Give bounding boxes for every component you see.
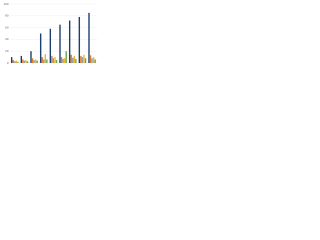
- bar: [51, 55, 53, 63]
- bar: [26, 61, 29, 63]
- bar: [55, 60, 58, 63]
- bar: [12, 60, 14, 63]
- bar: [17, 61, 19, 63]
- bar: [68, 20, 71, 63]
- bar: [46, 59, 48, 63]
- bar: [36, 60, 38, 63]
- bar: [75, 58, 77, 63]
- bar: [30, 51, 32, 63]
- y-tick-label: 80: [5, 14, 9, 18]
- y-tick-label: 100: [3, 2, 8, 6]
- bar: [94, 59, 96, 63]
- bar: [49, 28, 52, 64]
- bar: [89, 55, 92, 63]
- bar: [15, 60, 17, 63]
- bar: [70, 54, 72, 63]
- bar: [39, 33, 42, 63]
- bar: [80, 55, 82, 63]
- y-tick-label: 60: [5, 25, 9, 29]
- bar: [84, 58, 87, 63]
- bar: [52, 58, 55, 63]
- bar: [22, 59, 24, 63]
- bar: [43, 59, 45, 63]
- bar: [54, 57, 56, 63]
- bar: [33, 60, 35, 63]
- bar: [83, 54, 85, 63]
- bar: [34, 59, 37, 63]
- bar: [81, 57, 84, 63]
- bar: [59, 24, 61, 63]
- bar: [78, 16, 81, 63]
- chart: 0 20 40 60 80 100: [3, 2, 97, 65]
- bar: [23, 60, 26, 63]
- y-tick-label: 20: [5, 49, 9, 53]
- bar: [88, 12, 90, 64]
- bar: [63, 58, 66, 63]
- y-tick-label: 0: [7, 61, 9, 65]
- bar: [41, 57, 43, 63]
- bar: [31, 58, 34, 63]
- bar: [44, 54, 46, 63]
- bar: [73, 55, 75, 63]
- bar: [10, 57, 13, 63]
- bar: [91, 58, 93, 63]
- bar: [72, 57, 74, 63]
- bar: [62, 58, 64, 63]
- bar: [20, 55, 23, 63]
- bar: [65, 51, 67, 63]
- y-tick-label: 40: [5, 37, 9, 41]
- bar: [14, 61, 16, 63]
- bar: [92, 57, 95, 63]
- bar: [60, 57, 63, 63]
- bar: [25, 60, 27, 63]
